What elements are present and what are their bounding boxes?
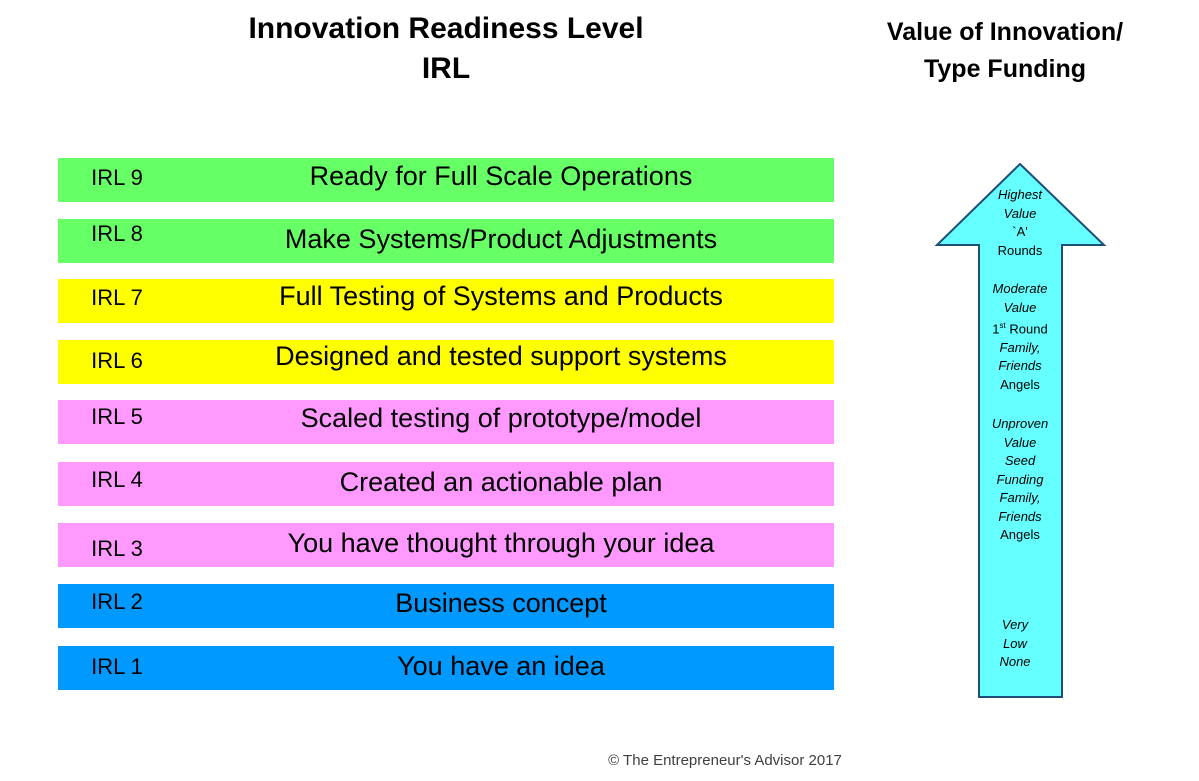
irl-level-2: IRL 2 Business concept	[58, 584, 834, 628]
up-arrow-icon	[934, 162, 1107, 698]
arrow-highest-line1: Highest	[997, 187, 1043, 202]
irl-level-id: IRL 4	[91, 467, 143, 492]
arrow-unproven-line7: Angels	[1000, 527, 1040, 542]
irl-level-id: IRL 1	[91, 654, 143, 679]
irl-level-1: IRL 1 You have an idea	[58, 646, 834, 690]
copyright-notice: © The Entrepreneur's Advisor 2017	[608, 752, 842, 769]
arrow-moderate-line5: Friends	[998, 358, 1042, 374]
arrow-highest-line2: Value	[1003, 205, 1037, 221]
irl-level-6: IRL 6 Designed and tested support system…	[58, 340, 834, 384]
irl-level-id: IRL 8	[91, 221, 143, 246]
irl-level-7: IRL 7 Full Testing of Systems and Produc…	[58, 279, 834, 323]
irl-level-id: IRL 5	[91, 404, 143, 429]
irl-level-3: IRL 3 You have thought through your idea	[58, 523, 834, 567]
irl-level-label: Scaled testing of prototype/model	[300, 403, 702, 433]
irl-level-id: IRL 6	[91, 348, 143, 373]
arrow-moderate-round-text: Round	[1005, 321, 1048, 337]
irl-level-8: IRL 8 Make Systems/Product Adjustments	[58, 219, 834, 263]
irl-level-id: IRL 9	[91, 165, 143, 190]
irl-level-id: IRL 3	[91, 536, 143, 561]
arrow-label-highest: Highest Value `A' Rounds	[975, 186, 1065, 260]
arrow-verylow-line2: Low	[1003, 635, 1027, 651]
arrow-moderate-line1: Moderate	[992, 281, 1048, 296]
irl-level-label: Full Testing of Systems and Products	[279, 281, 723, 311]
irl-level-label: Ready for Full Scale Operations	[309, 161, 693, 191]
irl-level-9: IRL 9 Ready for Full Scale Operations	[58, 158, 834, 202]
arrow-verylow-line3: None	[999, 654, 1031, 669]
arrow-label-very-low: Very Low None	[970, 616, 1060, 672]
arrow-moderate-round-sup: st	[999, 321, 1006, 330]
side-title-line2: Type Funding	[923, 55, 1086, 83]
arrow-unproven-line5: Family,	[999, 490, 1041, 505]
arrow-verylow-line1: Very	[1001, 617, 1029, 632]
arrow-unproven-line3: Seed	[1004, 453, 1036, 468]
irl-level-id: IRL 2	[91, 589, 143, 614]
irl-level-label: You have thought through your idea	[287, 528, 715, 558]
arrow-highest-line3: `A'	[1012, 224, 1028, 239]
arrow-unproven-line4: Funding	[996, 471, 1044, 487]
arrow-moderate-line2: Value	[1003, 299, 1037, 315]
irl-level-label: Make Systems/Product Adjustments	[284, 224, 718, 254]
arrow-label-moderate: Moderate Value 1st Round Family, Friends…	[975, 280, 1065, 394]
irl-level-label: Created an actionable plan	[339, 467, 663, 497]
irl-level-label: Designed and tested support systems	[275, 341, 727, 371]
irl-level-id: IRL 7	[91, 285, 143, 310]
irl-level-label: You have an idea	[397, 651, 605, 681]
irl-level-label: Business concept	[395, 588, 607, 618]
arrow-moderate-line4: Family,	[999, 339, 1041, 355]
arrow-moderate-line3: 1st Round	[975, 317, 1065, 339]
arrow-unproven-line2: Value	[1003, 434, 1037, 450]
page-subtitle: IRL	[421, 52, 471, 85]
irl-level-4: IRL 4 Created an actionable plan	[58, 462, 834, 506]
arrow-label-unproven: Unproven Value Seed Funding Family, Frie…	[975, 415, 1065, 545]
arrow-unproven-line1: Unproven	[991, 416, 1049, 431]
arrow-moderate-line6: Angels	[1000, 376, 1040, 392]
arrow-highest-line4: Rounds	[997, 242, 1043, 258]
arrow-moderate-round-num: 1	[992, 321, 1000, 337]
side-title-line1: Value of Innovation/	[886, 18, 1124, 46]
irl-level-5: IRL 5 Scaled testing of prototype/model	[58, 400, 834, 444]
page-title: Innovation Readiness Level	[248, 12, 644, 45]
arrow-unproven-line6: Friends	[998, 508, 1042, 524]
